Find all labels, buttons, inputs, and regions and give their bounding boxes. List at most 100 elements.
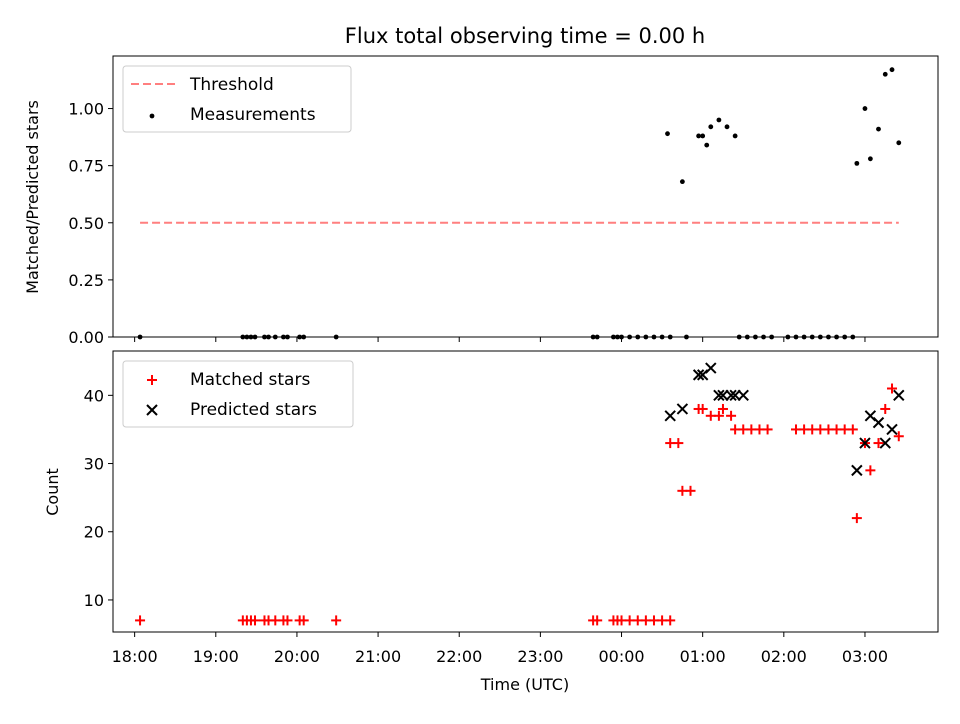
x-tick-label: 01:00 bbox=[680, 647, 726, 666]
measurement-point bbox=[854, 160, 860, 166]
matched-star-point bbox=[135, 615, 146, 626]
predicted-star-point bbox=[729, 389, 741, 402]
predicted-star-mark bbox=[893, 389, 905, 402]
predicted-star-point bbox=[893, 389, 905, 402]
bottom-y-tick-label: 10 bbox=[84, 591, 104, 610]
matched-star-point bbox=[762, 424, 773, 435]
top-legend-box bbox=[122, 65, 352, 133]
predicted-star-point bbox=[717, 389, 729, 402]
top-legend: Threshold Measurements bbox=[122, 65, 352, 133]
top-axes-frame bbox=[112, 55, 939, 338]
matched-star-point bbox=[298, 615, 309, 626]
measurement-point bbox=[867, 156, 873, 162]
x-tick-label: 20:00 bbox=[274, 647, 320, 666]
predicted-star-point bbox=[664, 410, 676, 422]
x-axis-label: Time (UTC) bbox=[480, 675, 569, 694]
bottom-plot-area bbox=[135, 362, 905, 626]
measurement-point bbox=[732, 133, 738, 139]
matched-star-point bbox=[673, 438, 684, 449]
measurement-point bbox=[889, 67, 895, 73]
matched-star-point bbox=[665, 615, 676, 626]
predicted-star-mark bbox=[676, 403, 689, 415]
bottom-y-axis-label: Count bbox=[43, 468, 62, 516]
top-panel: 0.00 0.25 0.50 0.75 1.00 Matched/Predicted s… bbox=[23, 55, 939, 347]
legend-matched-label: Matched stars bbox=[190, 370, 310, 390]
top-y-axis-label: Matched/Predicted stars bbox=[23, 100, 42, 294]
matched-star-point bbox=[685, 485, 696, 496]
predicted-star-mark bbox=[886, 423, 898, 436]
predicted-star-point bbox=[692, 369, 705, 381]
matched-star-point bbox=[893, 431, 904, 442]
predicted-star-point bbox=[725, 389, 737, 402]
top-y-tick-label: 0.75 bbox=[68, 157, 104, 176]
predicted-star-point bbox=[859, 437, 871, 449]
measurement-point bbox=[700, 133, 706, 139]
predicted-star-point bbox=[872, 416, 885, 429]
matched-star-point bbox=[873, 438, 884, 449]
bottom-y-axis: 10 20 30 40 bbox=[84, 386, 113, 610]
matched-star-point bbox=[726, 410, 737, 421]
x-tick-label: 00:00 bbox=[598, 647, 644, 666]
measurement-point bbox=[882, 71, 888, 77]
legend-measurements-label: Measurements bbox=[190, 105, 316, 125]
top-y-tick-label: 0.50 bbox=[68, 214, 104, 233]
predicted-star-point bbox=[737, 389, 749, 402]
matched-star-point bbox=[592, 615, 603, 626]
matched-star-point bbox=[887, 383, 898, 394]
legend-measurements-swatch bbox=[149, 113, 155, 119]
measurement-point bbox=[704, 142, 710, 148]
top-y-axis: 0.00 0.25 0.50 0.75 1.00 bbox=[68, 100, 113, 347]
predicted-star-mark bbox=[725, 389, 737, 402]
legend-predicted-swatch bbox=[146, 404, 158, 416]
predicted-star-mark bbox=[879, 437, 891, 449]
predicted-star-point bbox=[879, 437, 891, 449]
matched-star-point bbox=[713, 410, 724, 421]
top-y-tick-label: 0.25 bbox=[68, 271, 104, 290]
bottom-axes-frame bbox=[112, 350, 939, 633]
x-tick-label: 18:00 bbox=[112, 647, 158, 666]
measurement-point bbox=[708, 124, 714, 130]
x-tick-label: 03:00 bbox=[842, 647, 888, 666]
measurement-point bbox=[665, 131, 670, 137]
matched-star-point bbox=[717, 403, 728, 414]
bottom-y-tick-label: 40 bbox=[84, 386, 104, 405]
top-y-tick-label: 0.00 bbox=[68, 328, 104, 347]
matched-star-point bbox=[880, 403, 891, 414]
bottom-y-tick-label: 30 bbox=[84, 455, 104, 474]
top-y-tick-label: 1.00 bbox=[68, 100, 104, 119]
matched-star-point bbox=[250, 615, 261, 626]
predicted-star-mark bbox=[872, 416, 885, 429]
measurement-point bbox=[896, 140, 902, 146]
bottom-legend: Matched stars Predicted stars bbox=[122, 360, 354, 428]
top-x-ticks bbox=[134, 337, 866, 342]
predicted-star-point bbox=[886, 423, 898, 436]
measurement-point bbox=[876, 126, 881, 132]
x-tick-label: 02:00 bbox=[761, 647, 807, 666]
measurement-point bbox=[724, 124, 730, 130]
predicted-star-mark bbox=[864, 410, 877, 422]
predicted-star-point bbox=[851, 464, 863, 477]
measurement-point bbox=[679, 179, 685, 185]
predicted-star-mark bbox=[705, 362, 717, 374]
x-tick-label: 22:00 bbox=[436, 647, 482, 666]
predicted-star-mark bbox=[692, 369, 705, 381]
bottom-panel: 10 20 30 40 18:00 19:00 20:00 21:00 22:00 23:00 0… bbox=[43, 350, 939, 694]
measurement-point bbox=[862, 106, 868, 111]
matched-star-point bbox=[847, 424, 858, 435]
predicted-star-point bbox=[676, 403, 689, 415]
chart-title: Flux total observing time = 0.00 h bbox=[345, 24, 705, 48]
legend-threshold-label: Threshold bbox=[189, 75, 274, 95]
matched-star-point bbox=[697, 403, 708, 414]
legend-matched-swatch bbox=[147, 375, 157, 385]
matched-star-point bbox=[282, 615, 293, 626]
predicted-star-mark bbox=[729, 389, 741, 402]
predicted-star-mark bbox=[851, 464, 863, 477]
predicted-star-mark bbox=[717, 389, 729, 402]
matched-star-point bbox=[865, 465, 876, 476]
bottom-y-tick-label: 20 bbox=[84, 523, 104, 542]
x-tick-label: 23:00 bbox=[517, 647, 563, 666]
predicted-star-mark bbox=[713, 389, 725, 402]
matched-star-point bbox=[331, 615, 342, 626]
predicted-star-point bbox=[705, 362, 717, 374]
